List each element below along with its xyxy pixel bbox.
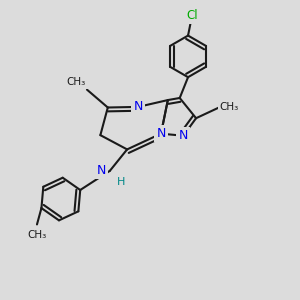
Text: CH₃: CH₃	[66, 77, 85, 87]
Text: CH₃: CH₃	[220, 102, 239, 112]
Text: H: H	[116, 177, 125, 187]
Text: N: N	[156, 127, 166, 140]
Text: N: N	[178, 129, 188, 142]
Text: Cl: Cl	[186, 9, 198, 22]
Text: N: N	[97, 164, 106, 177]
Text: N: N	[134, 100, 143, 113]
Text: CH₃: CH₃	[27, 230, 46, 240]
